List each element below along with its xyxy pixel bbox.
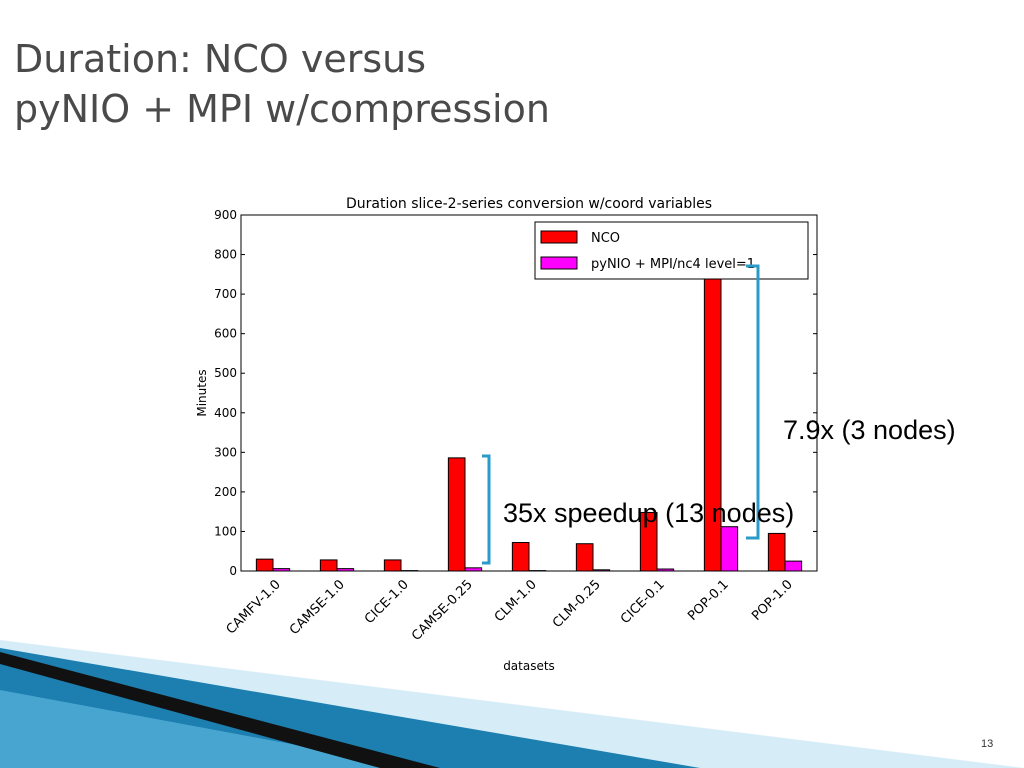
legend-label-pynio: pyNIO + MPI/nc4 level=1	[591, 257, 755, 272]
x-tick-label: CAMSE-1.0	[287, 577, 348, 638]
x-tick-label: CAMFV-1.0	[224, 577, 284, 637]
slide-title: Duration: NCO versus pyNIO + MPI w/compr…	[14, 34, 550, 134]
bar-nco-pop-1-0	[767, 532, 786, 572]
y-tick-label: 100	[214, 524, 237, 538]
bar-pynio-camse-1-0	[336, 568, 355, 572]
decor-dark-stripe	[0, 652, 440, 768]
bar-pynio-cice-0-1	[656, 568, 675, 572]
x-tick-label: CICE-0.1	[618, 577, 668, 627]
slide-title-line-1: Duration: NCO versus	[14, 37, 427, 81]
chart-legend: NCO pyNIO + MPI/nc4 level=1	[534, 221, 809, 280]
bar-nco-clm-0-25	[575, 543, 594, 572]
y-axis-label: Minutes	[195, 369, 209, 416]
y-tick-label: 500	[214, 366, 237, 380]
bar-nco-cice-0-1	[639, 511, 658, 572]
legend-swatch-nco	[540, 230, 578, 244]
x-tick-label: CLM-0.25	[550, 577, 604, 631]
bar-nco-clm-1-0	[511, 542, 530, 572]
y-axis: 0 100 200 300 400 500 600 700 800 900	[214, 208, 817, 578]
y-tick-label: 800	[214, 248, 237, 262]
bracket-pop-0-1	[746, 264, 760, 540]
x-tick-label: CAMSE-0.25	[409, 577, 476, 644]
bar-pynio-clm-0-25	[592, 569, 611, 572]
page-number: 13	[981, 738, 994, 750]
bar-nco-camse-1-0	[319, 559, 338, 572]
bracket-camse-0-25	[482, 454, 491, 565]
x-tick-label: CLM-1.0	[492, 577, 540, 625]
bar-pynio-camse-0-25	[464, 567, 483, 572]
y-tick-label: 400	[214, 406, 237, 420]
speedup-callout-13-nodes: 35x speedup (13 nodes)	[503, 498, 795, 528]
x-tick-label: CICE-1.0	[362, 577, 412, 627]
y-tick-label: 200	[214, 485, 237, 499]
y-tick-label: 900	[214, 208, 237, 222]
x-tick-label: POP-0.1	[685, 577, 732, 624]
bars	[255, 222, 803, 572]
legend-frame	[534, 221, 809, 280]
y-tick-label: 700	[214, 287, 237, 301]
y-tick-label: 0	[229, 564, 237, 578]
bar-nco-camse-0-25	[447, 457, 466, 572]
bar-nco-camfv-1-0	[255, 558, 274, 572]
chart-title: Duration slice-2-series conversion w/coo…	[346, 196, 712, 212]
legend-swatch-pynio	[540, 256, 578, 270]
x-tick-label: POP-1.0	[749, 577, 796, 624]
y-tick-label: 600	[214, 327, 237, 341]
legend-label-nco: NCO	[591, 231, 620, 246]
bar-pynio-camfv-1-0	[272, 568, 291, 572]
bar-pynio-pop-0-1	[720, 526, 739, 572]
speedup-callout-3-nodes: 7.9x (3 nodes)	[783, 415, 956, 445]
y-tick-label: 300	[214, 445, 237, 459]
x-axis-label: datasets	[503, 659, 555, 673]
slide-title-line-2: pyNIO + MPI w/compression	[14, 87, 550, 131]
bar-pynio-pop-1-0	[784, 560, 803, 572]
bar-nco-cice-1-0	[383, 559, 402, 572]
